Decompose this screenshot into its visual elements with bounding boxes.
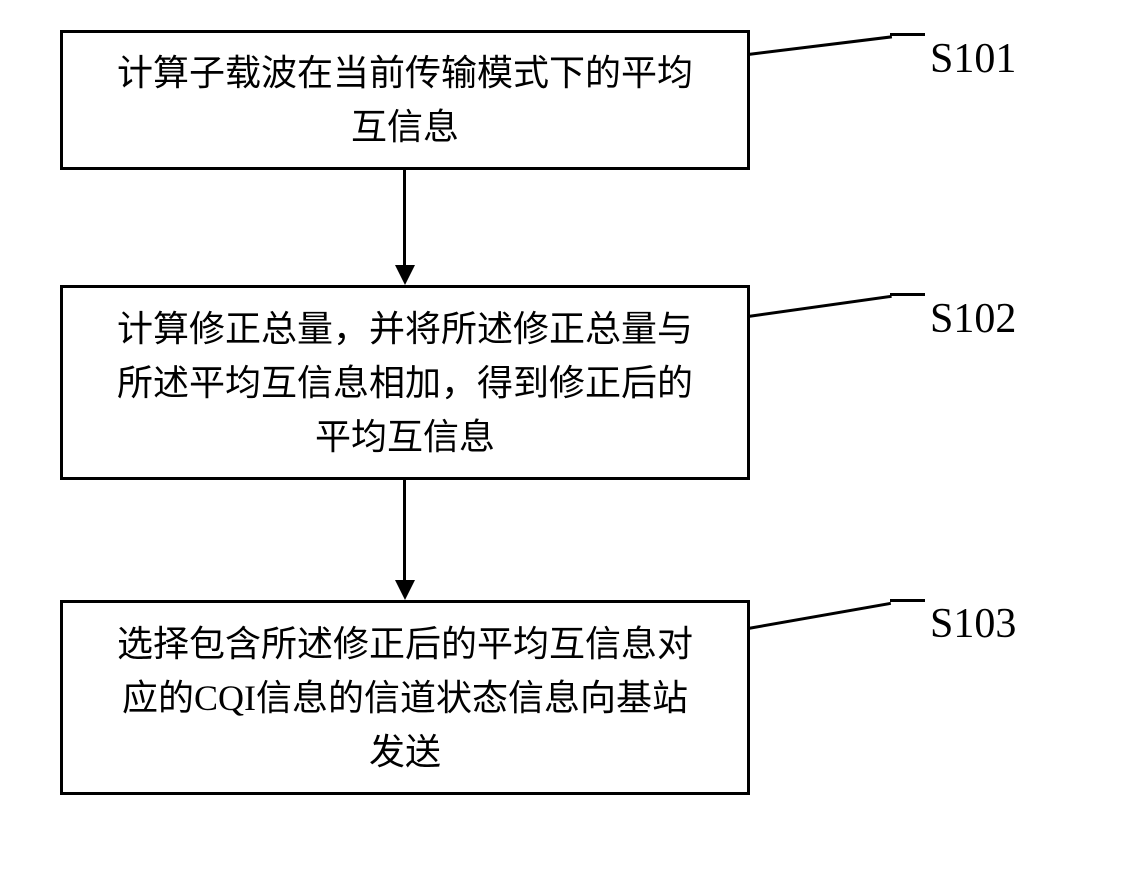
node-3-callout-horiz [890,599,925,602]
edge-1-2-line [403,170,406,265]
edge-2-3-arrow [395,580,415,600]
flowchart-node-1: 计算子载波在当前传输模式下的平均 互信息 [60,30,750,170]
flowchart-container: 计算子载波在当前传输模式下的平均 互信息 S101 计算修正总量，并将所述修正总… [60,20,1070,860]
node-1-callout-horiz [890,33,925,36]
node-1-callout-diag [748,35,892,56]
node-2-text: 计算修正总量，并将所述修正总量与 所述平均互信息相加，得到修正后的 平均互信息 [117,302,693,464]
edge-2-3-line [403,480,406,580]
node-2-callout-horiz [890,293,925,296]
edge-1-2-arrow [395,265,415,285]
node-2-label: S102 [930,295,1016,343]
node-2-callout-diag [748,295,892,318]
node-3-text: 选择包含所述修正后的平均互信息对 应的CQI信息的信道状态信息向基站 发送 [117,617,693,779]
flowchart-node-2: 计算修正总量，并将所述修正总量与 所述平均互信息相加，得到修正后的 平均互信息 [60,285,750,480]
flowchart-node-3: 选择包含所述修正后的平均互信息对 应的CQI信息的信道状态信息向基站 发送 [60,600,750,795]
node-1-label: S101 [930,35,1016,83]
node-3-label: S103 [930,600,1016,648]
node-3-callout-diag [748,602,891,630]
node-1-text: 计算子载波在当前传输模式下的平均 互信息 [117,46,693,154]
